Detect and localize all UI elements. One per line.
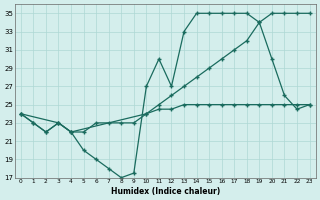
X-axis label: Humidex (Indice chaleur): Humidex (Indice chaleur) (111, 187, 220, 196)
